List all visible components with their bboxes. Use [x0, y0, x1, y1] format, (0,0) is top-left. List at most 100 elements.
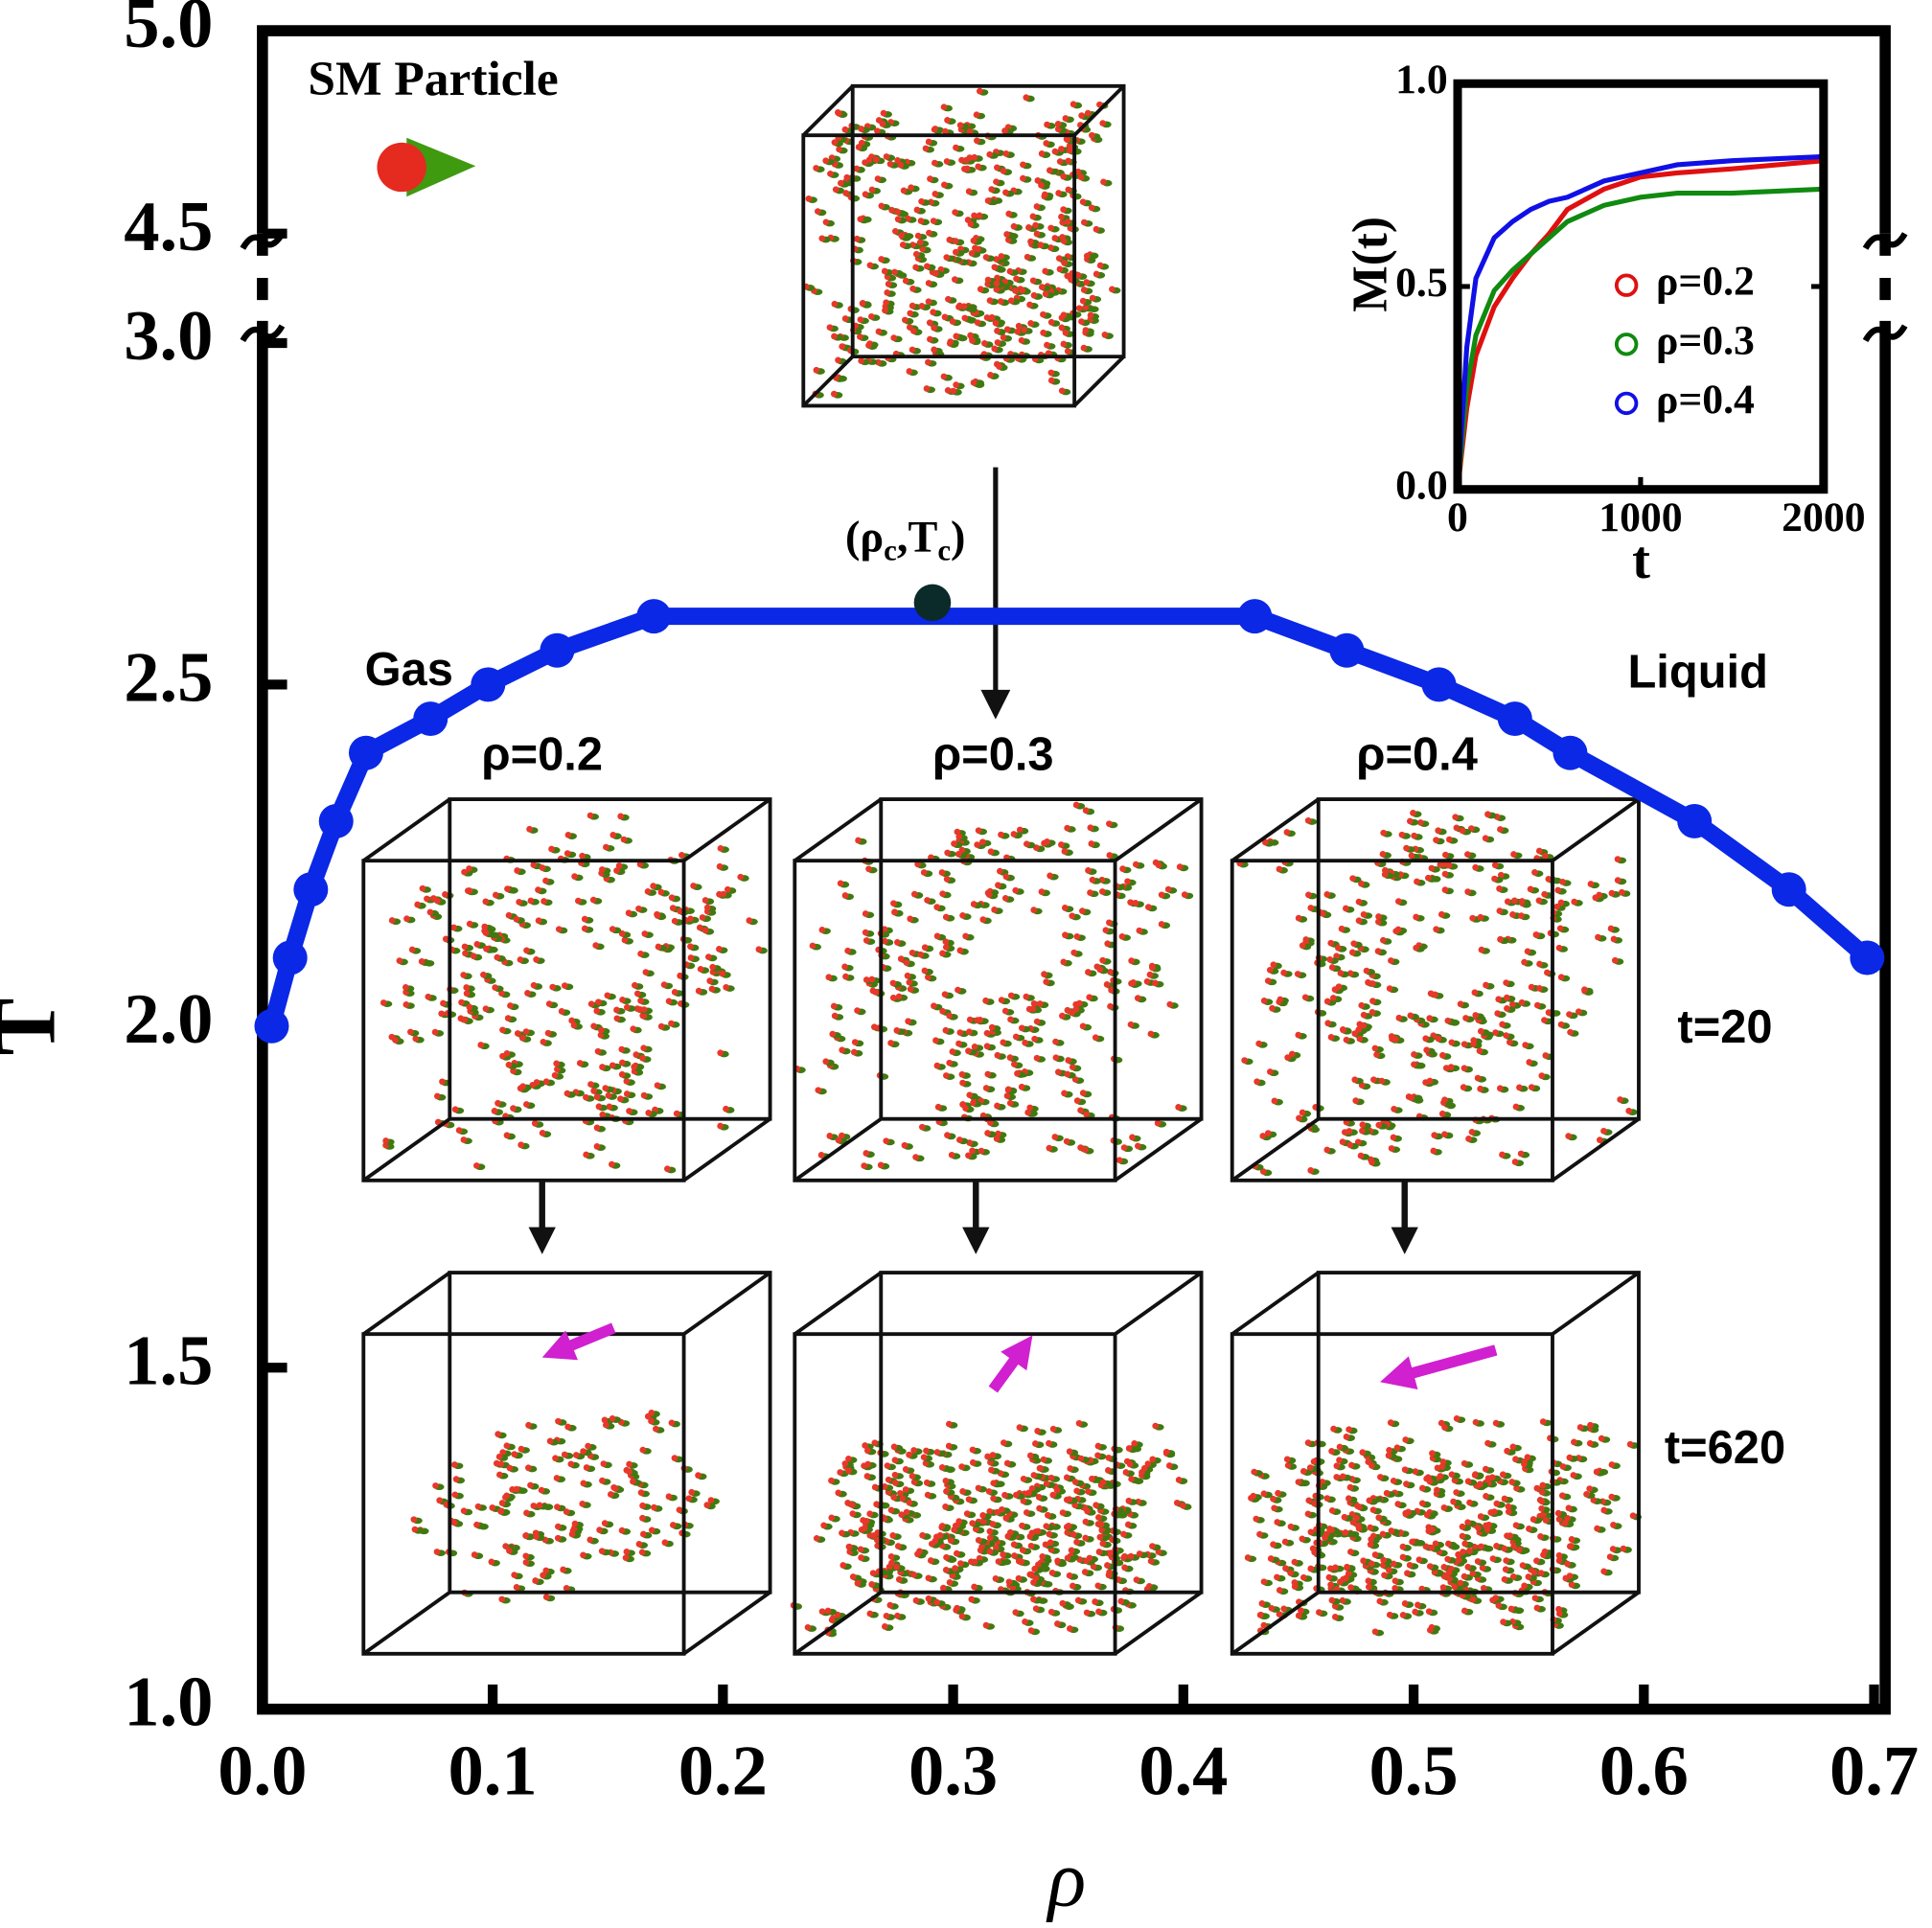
- particle-head: [424, 895, 430, 903]
- particle-head: [923, 1447, 930, 1455]
- particle-head: [1152, 979, 1159, 987]
- particle-head: [1509, 1573, 1517, 1580]
- particle-head: [1025, 1489, 1032, 1497]
- particle-head: [568, 1530, 576, 1538]
- particle-head: [984, 1453, 991, 1460]
- data-point: [1771, 872, 1806, 907]
- particle-head: [959, 1079, 966, 1087]
- particle-head: [880, 109, 887, 117]
- particle-head: [581, 925, 588, 932]
- particle-head: [927, 175, 933, 182]
- particle-head: [871, 1483, 879, 1491]
- particle-head: [1011, 1552, 1018, 1559]
- particle-head: [645, 1110, 653, 1116]
- particle-head: [631, 1064, 637, 1070]
- particle-head: [1429, 1526, 1436, 1533]
- particle-head: [999, 1505, 1005, 1513]
- particle-head: [1132, 900, 1139, 907]
- particle-head: [1082, 1534, 1090, 1542]
- particle-head: [1482, 835, 1489, 842]
- particle-head: [955, 1518, 963, 1525]
- particle-head: [1024, 840, 1030, 848]
- particle-head: [1092, 225, 1100, 233]
- particle-head: [932, 191, 939, 197]
- particle-head: [1046, 1144, 1053, 1152]
- particle-head: [1084, 1507, 1091, 1515]
- particle-head: [1012, 886, 1020, 894]
- particle-head: [1518, 898, 1526, 905]
- particle-head: [888, 1559, 895, 1567]
- particle-head: [1366, 1497, 1373, 1504]
- particle-head: [1287, 1523, 1295, 1530]
- particle-head: [1023, 94, 1030, 102]
- particle-head: [1511, 1159, 1519, 1165]
- particle-head: [827, 170, 834, 177]
- legend-label: ρ=0.3: [1656, 317, 1755, 363]
- particle-head: [463, 984, 471, 991]
- particle-head: [1509, 1443, 1517, 1451]
- particle-head: [1503, 1032, 1509, 1039]
- particle-head: [665, 998, 673, 1005]
- particle-head: [966, 154, 974, 161]
- particle-head: [995, 1130, 1001, 1137]
- particle-head: [625, 909, 632, 917]
- particle-head: [1491, 861, 1499, 869]
- particle-head: [989, 1521, 997, 1527]
- particle-head: [1097, 1521, 1105, 1527]
- particle-head: [1499, 1151, 1506, 1159]
- particle-head: [884, 1462, 891, 1469]
- particle-head: [861, 1525, 868, 1532]
- particle-head: [1014, 328, 1022, 335]
- particle-head: [1127, 1552, 1135, 1560]
- particle-head: [1125, 1497, 1133, 1504]
- particle-head: [990, 1495, 997, 1503]
- particle-head: [1096, 262, 1104, 269]
- particle-head: [1019, 1522, 1025, 1529]
- particle-head: [1491, 875, 1498, 883]
- particle-head: [942, 1477, 950, 1484]
- particle-head: [1058, 324, 1066, 332]
- particle-head: [1333, 1462, 1341, 1470]
- particle-head: [434, 897, 441, 905]
- particle-head: [1000, 1039, 1007, 1046]
- particle-head: [966, 1091, 974, 1099]
- particle-head: [1025, 224, 1032, 231]
- particle-head: [925, 1574, 932, 1582]
- particle-head: [809, 942, 816, 950]
- particle-head: [601, 1520, 609, 1526]
- particle-head: [1118, 932, 1126, 940]
- data-point: [348, 735, 383, 770]
- particle-head: [451, 1461, 458, 1468]
- particle-head: [1505, 1503, 1512, 1510]
- particle-head: [1418, 1585, 1426, 1593]
- particle-head: [926, 229, 932, 237]
- particle-head: [677, 972, 683, 979]
- particle-head: [1145, 904, 1152, 910]
- particle-head: [1274, 1519, 1281, 1526]
- particle-head: [1608, 889, 1616, 897]
- axis-break-squiggle: [240, 324, 286, 343]
- particle-head: [1096, 1533, 1104, 1541]
- particle-head: [558, 1008, 565, 1015]
- particle-head: [1392, 1036, 1399, 1043]
- particle-head: [613, 1006, 620, 1014]
- particle-head: [531, 1119, 539, 1127]
- particle-head: [944, 849, 951, 857]
- particle-head: [959, 1488, 966, 1495]
- particle-head: [822, 1058, 830, 1066]
- particle-head: [1328, 1506, 1336, 1514]
- particle-head: [567, 1460, 575, 1468]
- particle-head: [1099, 956, 1107, 964]
- particle-head: [1003, 1459, 1011, 1467]
- particle-head: [1542, 852, 1549, 860]
- particle-head: [1554, 886, 1562, 894]
- particle-head: [828, 1477, 835, 1484]
- particle-head: [1001, 894, 1009, 902]
- particle-head: [1065, 157, 1072, 165]
- particle-head: [912, 1154, 919, 1160]
- particle-head: [1319, 910, 1326, 917]
- particle-head: [1015, 1574, 1023, 1582]
- particle-head: [1466, 1548, 1473, 1554]
- particle-head: [1508, 1479, 1516, 1485]
- particle-head: [1441, 1131, 1448, 1138]
